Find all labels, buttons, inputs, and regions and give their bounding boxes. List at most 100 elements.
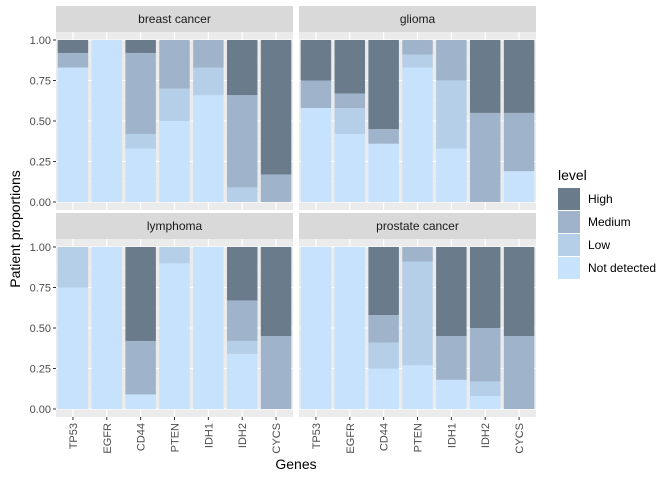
bar-segment-pten-not-detected (402, 67, 433, 202)
bar-segment-pten-not-detected (159, 121, 190, 202)
x-tick-label: PTEN (413, 423, 425, 452)
x-tick-label: CYCS (514, 423, 526, 454)
facet-glioma: glioma (299, 6, 536, 210)
x-axis-title: Genes (275, 456, 316, 472)
bar-segment-pten-medium (402, 247, 433, 262)
y-tick-label: 0.25 (30, 157, 51, 169)
bar-segment-cd44-not-detected (368, 143, 399, 202)
x-tick-label: CD44 (379, 423, 391, 451)
facet-strip (56, 213, 293, 239)
bar-segment-idh1-not-detected (193, 95, 224, 202)
bar-segment-cd44-medium (368, 315, 399, 343)
facet-breast-cancer: breast cancer (56, 6, 293, 210)
legend-label-high: High (588, 192, 613, 206)
bar-segment-idh1-medium (436, 40, 467, 81)
bar-segment-cd44-medium (368, 129, 399, 144)
x-tick-label: EGFR (102, 423, 114, 454)
bar-segment-cd44-high (125, 40, 156, 53)
bar-segment-tp53-not-detected (57, 67, 89, 202)
bar-segment-tp53-not-detected (300, 108, 332, 202)
bar-segment-egfr-medium (334, 93, 366, 109)
bar-segment-idh2-not-detected (226, 353, 258, 409)
facet-strip-label: glioma (400, 12, 436, 26)
bar-segment-tp53-not-detected (300, 247, 332, 409)
bar-segment-egfr-not-detected (334, 247, 366, 409)
legend-label-not-detected: Not detected (588, 261, 656, 275)
bar-segment-pten-low (402, 261, 433, 366)
x-tick-label: PTEN (170, 423, 182, 452)
bar-segment-cycs-high (260, 40, 292, 175)
bar-segment-cd44-high (125, 247, 156, 341)
bar-segment-tp53-medium (57, 52, 89, 68)
bar-segment-cycs-medium (503, 336, 535, 409)
y-axis: 0.00 0.25 0.50 0.75 1.00 0.00 0.25 0.50 0.75 1.00 (30, 35, 56, 416)
bar-segment-idh2-low (226, 187, 258, 202)
bar-segment-pten-low (159, 88, 190, 121)
y-tick-label: 0.75 (30, 76, 51, 88)
bar-segment-idh2-low (226, 340, 258, 354)
legend-key-medium (558, 211, 580, 233)
bar-segment-idh1-medium (193, 40, 224, 68)
bar-segment-cd44-not-detected (125, 148, 156, 202)
x-tick-label: IDH2 (237, 423, 249, 448)
bar-segment-idh2-not-detected (469, 396, 501, 409)
bar-segment-pten-low (402, 54, 433, 68)
bar-segment-idh2-low (469, 381, 501, 397)
bar-segment-egfr-high (334, 40, 366, 94)
bar-segment-egfr-not-detected (91, 247, 123, 409)
bar-segment-idh1-low (436, 80, 467, 149)
x-tick-label: IDH1 (203, 423, 215, 448)
bar-segment-tp53-high (57, 40, 89, 53)
bar-segment-idh2-high (469, 247, 501, 328)
y-tick-label: 0.25 (30, 364, 51, 376)
facet-strip-label: lymphoma (147, 219, 203, 233)
bar-segment-cd44-medium (125, 340, 156, 395)
bar-segment-pten-medium (159, 40, 190, 89)
facet-strip (299, 213, 536, 239)
bar-segment-tp53-not-detected (57, 287, 89, 409)
bar-segment-egfr-low (334, 108, 366, 134)
y-axis-title: Patient proportions (7, 170, 23, 288)
bar-segment-idh1-not-detected (436, 148, 467, 202)
bar-segment-idh2-high (226, 40, 258, 96)
bar-segment-cycs-not-detected (503, 171, 535, 202)
bar-segment-cd44-medium (125, 52, 156, 134)
facet-lymphoma: lymphoma (56, 213, 293, 417)
bar-segment-idh2-high (226, 247, 258, 301)
bar-segment-cd44-low (368, 342, 399, 369)
bar-segment-egfr-not-detected (334, 133, 366, 202)
bar-segment-cycs-high (260, 247, 292, 337)
legend-key-low (558, 234, 580, 256)
bar-segment-idh1-high (436, 247, 467, 337)
bar-segment-pten-medium (402, 40, 433, 55)
bar-segment-cd44-not-detected (368, 368, 399, 409)
y-tick-label: 0.50 (30, 323, 51, 335)
facet-panels: breast cancer glioma lymphoma prostate canc… (56, 6, 536, 417)
bar-segment-idh2-high (469, 40, 501, 113)
legend: level High Medium Low Not detected (558, 167, 656, 279)
legend-title: level (558, 167, 587, 183)
facet-strip (56, 6, 293, 32)
x-tick-label: CYCS (271, 423, 283, 454)
facet-strip-label: breast cancer (138, 12, 211, 26)
x-tick-label: TP53 (311, 423, 323, 449)
bar-segment-idh1-low (193, 67, 224, 96)
bar-segment-cd44-not-detected (125, 394, 156, 409)
bar-segment-cd44-high (368, 40, 399, 130)
legend-label-medium: Medium (588, 215, 631, 229)
legend-key-high (558, 188, 580, 210)
y-tick-label: 1.00 (30, 35, 51, 47)
bar-segment-idh1-not-detected (193, 247, 224, 409)
bar-segment-cycs-medium (503, 112, 535, 172)
bar-segment-egfr-not-detected (91, 40, 123, 202)
bar-segment-tp53-medium (300, 80, 332, 109)
bar-segment-cycs-high (503, 247, 535, 337)
bar-segment-cycs-high (503, 40, 535, 113)
bar-segment-idh2-medium (226, 95, 258, 188)
bar-segment-tp53-low (57, 247, 89, 288)
bar-segment-pten-not-detected (402, 365, 433, 409)
y-tick-label: 0.00 (30, 404, 51, 416)
bar-segment-cycs-medium (260, 174, 292, 202)
y-tick-label: 0.00 (30, 197, 51, 209)
